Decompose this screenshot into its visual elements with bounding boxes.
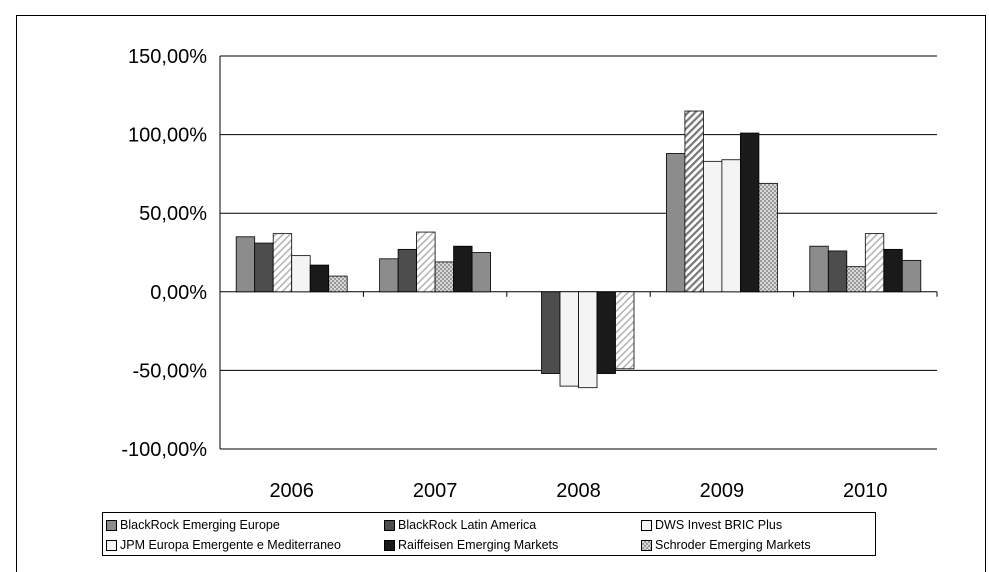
bar xyxy=(291,255,311,293)
bar xyxy=(272,233,293,293)
legend-label: BlackRock Latin America xyxy=(398,518,537,532)
y-tick-label: -100,00% xyxy=(121,439,207,461)
bar xyxy=(827,250,848,293)
legend-item: JPM Europa Emergente e Mediterraneo xyxy=(106,536,341,554)
legend-label: Raiffeisen Emerging Markets xyxy=(398,538,559,552)
bar xyxy=(846,266,866,293)
legend-swatch xyxy=(641,539,652,551)
bar xyxy=(596,291,616,374)
bar xyxy=(434,261,455,293)
x-category-label: 2010 xyxy=(843,480,888,502)
bar xyxy=(666,153,686,293)
bar xyxy=(578,291,598,389)
legend-swatch xyxy=(384,519,395,531)
legend-label: Schroder Emerging Markets xyxy=(655,538,811,552)
y-tick-label: 150,00% xyxy=(128,46,207,68)
legend-item: BlackRock Emerging Europe xyxy=(106,516,280,534)
legend-swatch xyxy=(384,539,395,551)
legend-item: DWS Invest BRIC Plus xyxy=(641,516,782,534)
y-tick-label: 0,00% xyxy=(150,282,207,304)
bars xyxy=(235,110,922,389)
x-category-label: 2006 xyxy=(269,480,314,502)
bar xyxy=(703,160,723,293)
legend-swatch xyxy=(641,519,652,531)
x-category-label: 2007 xyxy=(413,480,458,502)
legend-item: BlackRock Latin America xyxy=(384,516,536,534)
axis-labels: 150,00% 100,00% 50,00% 0,00% -50,00% -100,00%… xyxy=(121,46,887,502)
bar xyxy=(684,110,704,293)
bar xyxy=(615,291,635,370)
legend-swatch xyxy=(106,519,117,531)
bar xyxy=(397,248,418,293)
x-category-label: 2008 xyxy=(556,480,601,502)
legend-label: BlackRock Emerging Europe xyxy=(120,518,280,532)
bar xyxy=(809,245,829,293)
bar xyxy=(559,291,579,387)
y-tick-label: -50,00% xyxy=(133,360,208,382)
bar xyxy=(901,259,922,293)
bar xyxy=(541,291,561,374)
chart-frame xyxy=(16,15,986,572)
bar xyxy=(379,258,399,293)
bar xyxy=(864,233,885,293)
legend-item: Schroder Emerging Markets xyxy=(641,536,811,554)
chart-legend: BlackRock Emerging Europe BlackRock Latin… xyxy=(102,512,876,556)
bar xyxy=(471,252,492,293)
bar xyxy=(758,182,778,293)
bar xyxy=(883,248,903,293)
legend-label: DWS Invest BRIC Plus xyxy=(655,518,783,532)
x-category-label: 2009 xyxy=(700,480,745,502)
legend-label: JPM Europa Emergente e Mediterraneo xyxy=(120,538,341,552)
legend-item: Raiffeisen Emerging Markets xyxy=(384,536,558,554)
bar xyxy=(328,275,348,293)
y-tick-label: 50,00% xyxy=(139,203,207,225)
bar xyxy=(254,242,274,293)
legend-swatch xyxy=(106,539,117,551)
bar xyxy=(453,245,473,293)
bar xyxy=(740,132,760,293)
bar xyxy=(309,264,330,293)
bar xyxy=(721,159,741,293)
y-tick-label: 100,00% xyxy=(128,125,207,147)
bar xyxy=(235,236,256,293)
bar xyxy=(416,231,436,293)
